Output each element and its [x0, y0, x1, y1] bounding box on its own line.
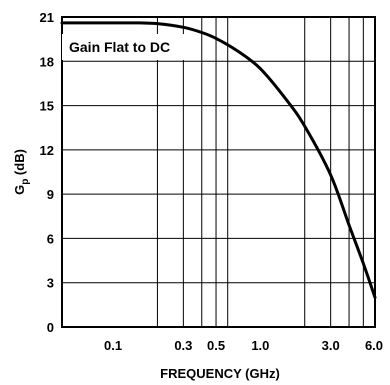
x-axis-label: FREQUENCY (GHz) — [160, 366, 280, 381]
y-tick-label: 6 — [47, 231, 54, 246]
plot-frame — [61, 16, 376, 328]
annotation-box — [62, 34, 197, 60]
series-line-gp — [60, 21, 377, 299]
tick-labels: 0 3 6 9 12 15 18 21 0.1 0.3 0.5 1.0 3.0 6.0 — [40, 10, 384, 353]
x-tick-label: 0.3 — [174, 338, 192, 353]
y-tick-label: 9 — [47, 187, 54, 202]
x-tick-label: 0.1 — [104, 338, 122, 353]
y-axis-label: Gp (dB) — [12, 149, 31, 195]
y-axis-label-main: G — [12, 185, 27, 195]
x-tick-label: 3.0 — [322, 338, 340, 353]
y-tick-label: 0 — [47, 320, 54, 335]
y-axis-label-suffix: (dB) — [12, 149, 27, 179]
y-axis-label-subscript: p — [20, 179, 31, 185]
y-tick-label: 21 — [40, 10, 54, 25]
y-tick-label: 3 — [47, 276, 54, 291]
x-tick-label: 6.0 — [365, 338, 383, 353]
x-tick-label: 1.0 — [251, 338, 269, 353]
y-tick-label: 15 — [40, 99, 54, 114]
y-tick-label: 12 — [40, 143, 54, 158]
x-tick-label: 0.5 — [207, 338, 225, 353]
y-tick-label: 18 — [40, 54, 54, 69]
annotation-gain-flat-to-dc: Gain Flat to DC — [69, 39, 170, 55]
